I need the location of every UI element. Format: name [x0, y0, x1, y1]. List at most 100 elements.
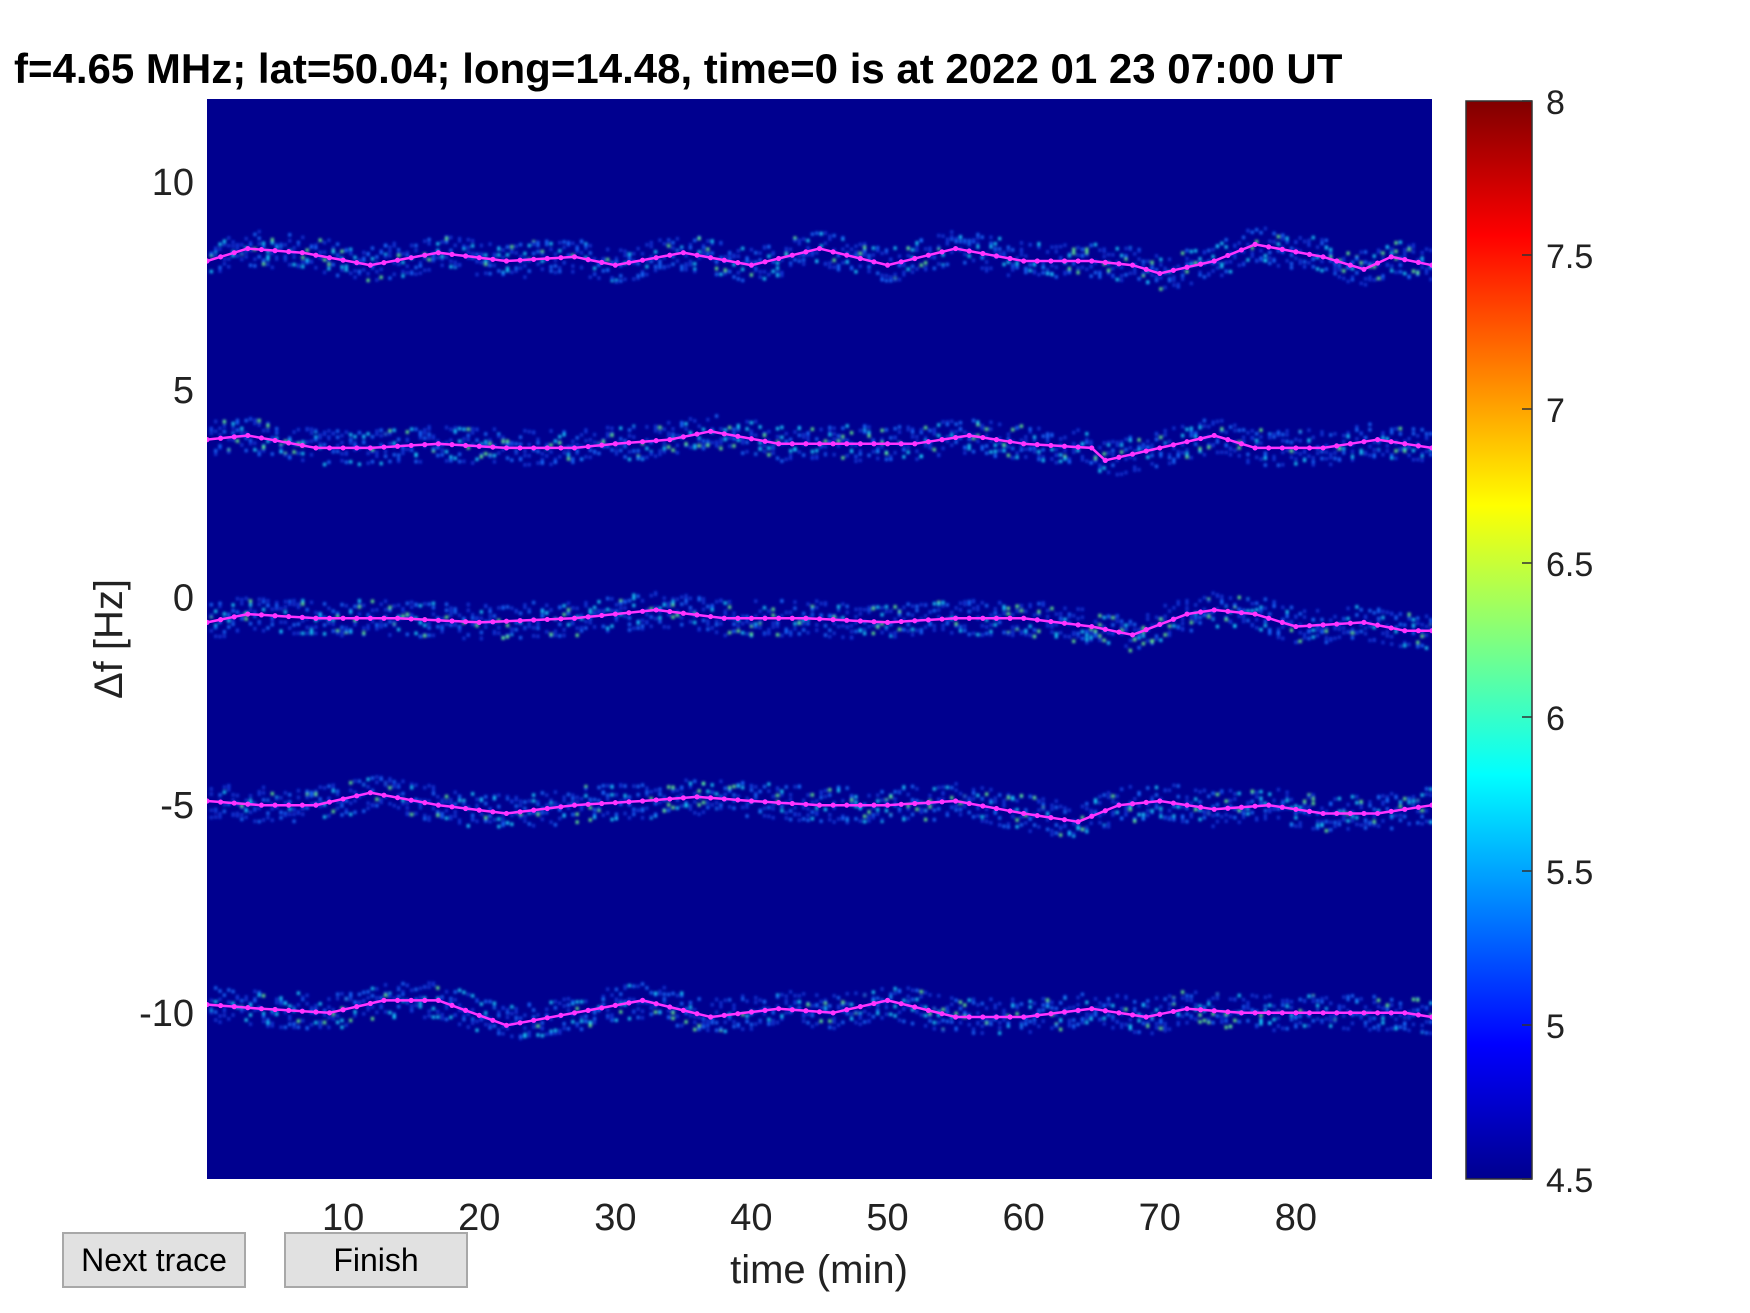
signal-speckle [1050, 630, 1054, 634]
signal-speckle [349, 438, 353, 442]
signal-speckle [318, 433, 322, 437]
signal-speckle [1163, 788, 1167, 792]
signal-speckle [418, 986, 422, 991]
signal-speckle [388, 276, 392, 280]
signal-speckle [1342, 818, 1346, 822]
signal-speckle [1111, 274, 1115, 279]
signal-speckle [505, 605, 510, 609]
signal-speckle [832, 432, 836, 436]
signal-speckle [806, 247, 810, 252]
signal-speckle [571, 269, 575, 274]
signal-speckle [218, 793, 222, 797]
signal-speckle [1181, 277, 1185, 281]
signal-speckle [1154, 274, 1159, 279]
signal-speckle [383, 449, 388, 454]
signal-speckle [222, 993, 226, 997]
signal-speckle [1024, 270, 1028, 275]
signal-speckle [993, 809, 997, 814]
signal-speckle [248, 441, 253, 446]
signal-speckle [688, 246, 693, 250]
signal-speckle [1006, 825, 1010, 829]
signal-speckle [649, 790, 653, 794]
signal-speckle [1342, 276, 1346, 281]
signal-speckle [266, 257, 270, 261]
signal-speckle [527, 269, 531, 273]
signal-speckle [427, 815, 431, 820]
signal-speckle [218, 604, 222, 609]
signal-speckle [1342, 439, 1346, 444]
signal-speckle [423, 985, 427, 989]
signal-speckle [545, 454, 549, 458]
signal-speckle [1350, 818, 1355, 823]
signal-speckle [728, 600, 732, 604]
signal-speckle [253, 998, 257, 1003]
signal-speckle [640, 808, 645, 813]
signal-speckle [797, 241, 801, 246]
signal-speckle [301, 260, 305, 265]
signal-speckle [1198, 257, 1202, 261]
signal-speckle [693, 1020, 697, 1025]
signal-speckle [1350, 454, 1355, 459]
signal-speckle [1194, 615, 1198, 620]
signal-speckle [1085, 267, 1089, 272]
signal-speckle [632, 449, 636, 453]
signal-speckle [675, 993, 679, 998]
signal-speckle [867, 269, 871, 274]
signal-speckle [1329, 258, 1333, 263]
signal-speckle [1289, 440, 1294, 445]
signal-speckle [675, 806, 679, 810]
signal-speckle [815, 799, 819, 803]
signal-speckle [1320, 259, 1324, 264]
signal-speckle [566, 1008, 571, 1013]
signal-speckle [854, 621, 858, 625]
signal-speckle [449, 816, 453, 821]
signal-speckle [758, 789, 762, 794]
signal-speckle [501, 1024, 505, 1029]
signal-speckle [353, 779, 357, 783]
signal-speckle [209, 808, 213, 813]
signal-speckle [296, 1025, 301, 1029]
signal-speckle [505, 245, 510, 249]
signal-speckle [849, 431, 854, 435]
signal-speckle [1189, 814, 1193, 819]
signal-speckle [379, 428, 383, 433]
signal-speckle [989, 450, 993, 454]
signal-speckle [876, 799, 880, 803]
signal-speckle [484, 819, 488, 823]
signal-speckle [1324, 819, 1328, 824]
signal-speckle [397, 985, 401, 990]
signal-speckle [357, 602, 362, 607]
signal-speckle [1194, 249, 1198, 253]
signal-speckle [1067, 253, 1071, 258]
signal-speckle [593, 449, 597, 454]
signal-speckle [518, 266, 523, 270]
signal-speckle [1181, 251, 1185, 255]
signal-speckle [1320, 449, 1324, 454]
signal-speckle [392, 803, 396, 808]
signal-speckle [1185, 800, 1189, 804]
signal-speckle [1159, 287, 1163, 291]
signal-speckle [714, 800, 719, 805]
signal-speckle [584, 999, 588, 1004]
signal-speckle [527, 429, 531, 434]
signal-speckle [658, 238, 662, 243]
signal-speckle [471, 612, 475, 617]
signal-speckle [492, 1024, 497, 1028]
signal-speckle [248, 794, 253, 798]
signal-speckle [1115, 614, 1119, 619]
signal-speckle [248, 798, 253, 803]
signal-speckle [261, 791, 266, 795]
signal-speckle [540, 791, 544, 795]
signal-speckle [1272, 454, 1276, 459]
signal-speckle [697, 1024, 701, 1028]
signal-speckle [309, 1005, 314, 1010]
signal-speckle [1202, 607, 1206, 612]
signal-speckle [636, 784, 640, 789]
signal-speckle [1128, 445, 1132, 450]
signal-speckle [849, 794, 854, 798]
signal-speckle [671, 1008, 675, 1013]
signal-speckle [492, 263, 497, 268]
signal-speckle [1220, 427, 1224, 431]
signal-speckle [1037, 272, 1041, 277]
signal-speckle [497, 817, 501, 821]
